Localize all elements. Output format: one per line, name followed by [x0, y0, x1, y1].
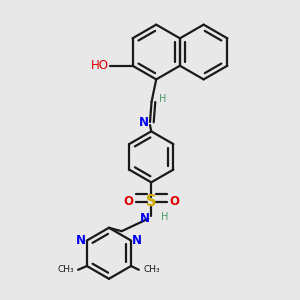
Text: S: S	[146, 194, 157, 209]
Text: H: H	[159, 94, 167, 104]
Text: N: N	[139, 116, 149, 128]
Text: O: O	[124, 195, 134, 208]
Text: N: N	[132, 234, 142, 247]
Text: N: N	[76, 234, 86, 247]
Text: H: H	[161, 212, 169, 223]
Text: CH₃: CH₃	[58, 265, 74, 274]
Text: HO: HO	[91, 58, 109, 72]
Text: O: O	[169, 195, 179, 208]
Text: N: N	[140, 212, 150, 225]
Text: CH₃: CH₃	[143, 265, 160, 274]
